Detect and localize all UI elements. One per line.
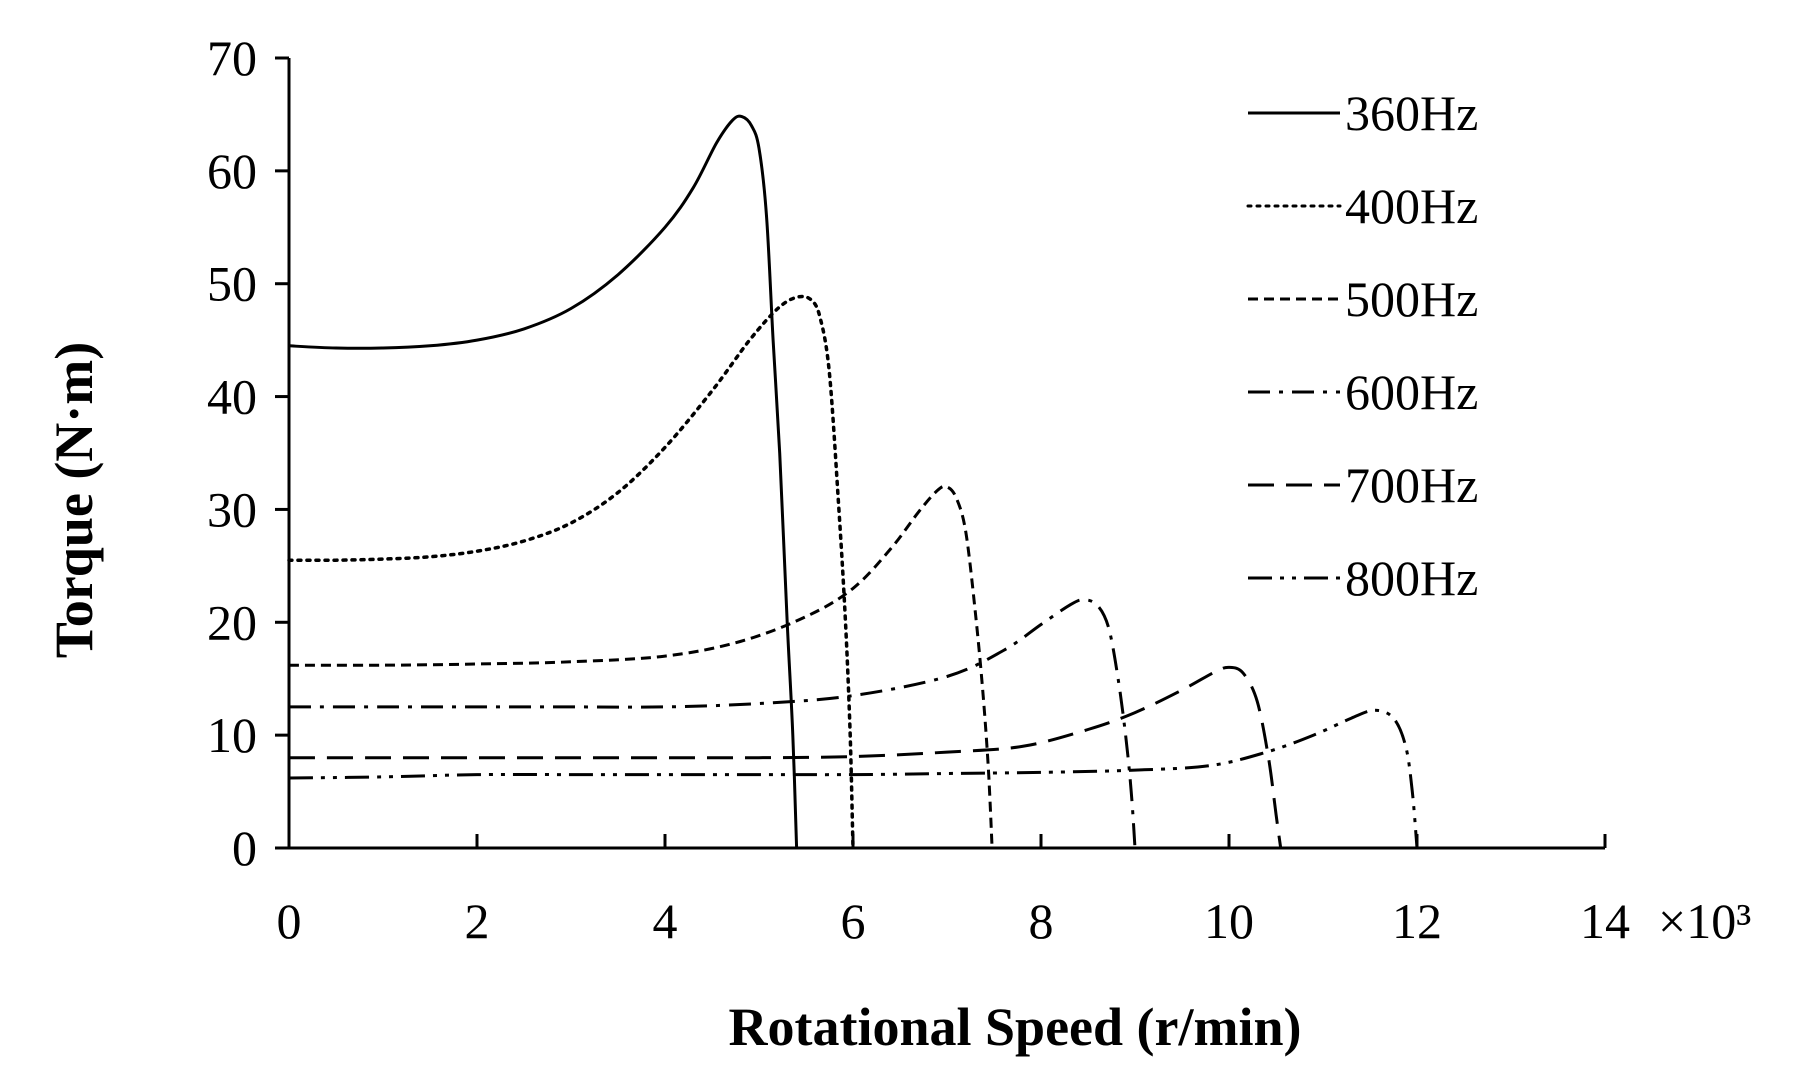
y-tick-label: 50 [207,256,257,312]
y-tick-label: 60 [207,143,257,199]
y-tick-label: 70 [207,30,257,86]
tick-labels: 0 10 20 30 40 50 60 70 0 2 4 6 8 10 12 14 [207,30,1630,949]
x-tick-label: 12 [1392,893,1442,949]
legend-label-400hz: 400Hz [1345,178,1478,234]
y-tick-label: 30 [207,481,257,537]
x-tick-label: 4 [653,893,678,949]
y-tick-label: 20 [207,594,257,650]
axes [275,56,1607,850]
x-tick-label: 8 [1029,893,1054,949]
x-tick-label: 2 [465,893,490,949]
legend: 360Hz 400Hz 500Hz 600Hz 700Hz 800Hz [1246,85,1478,606]
legend-label-700hz: 700Hz [1345,457,1478,513]
series-lines [287,114,1419,850]
x-tick-label: 6 [841,893,866,949]
series-line-360hz [288,114,799,849]
x-tick-label: 10 [1204,893,1254,949]
legend-label-500hz: 500Hz [1345,271,1478,327]
series-line-800hz [288,708,1419,849]
x-axis-multiplier: ×10³ [1658,893,1751,949]
legend-label-600hz: 600Hz [1345,364,1478,420]
y-tick-label: 10 [207,707,257,763]
y-axis-title: Torque (N·m) [44,342,104,659]
y-tick-label: 40 [207,369,257,425]
series-line-400hz [287,294,855,850]
x-tick-label: 14 [1580,893,1630,949]
series-line-600hz [288,598,1137,849]
x-axis-title: Rotational Speed (r/min) [729,997,1302,1057]
legend-label-360hz: 360Hz [1345,85,1478,141]
series-line-500hz [288,484,994,849]
y-tick-label: 0 [232,820,257,876]
legend-label-800hz: 800Hz [1345,550,1478,606]
x-tick-label: 0 [277,893,302,949]
series-line-700hz [289,665,1283,849]
